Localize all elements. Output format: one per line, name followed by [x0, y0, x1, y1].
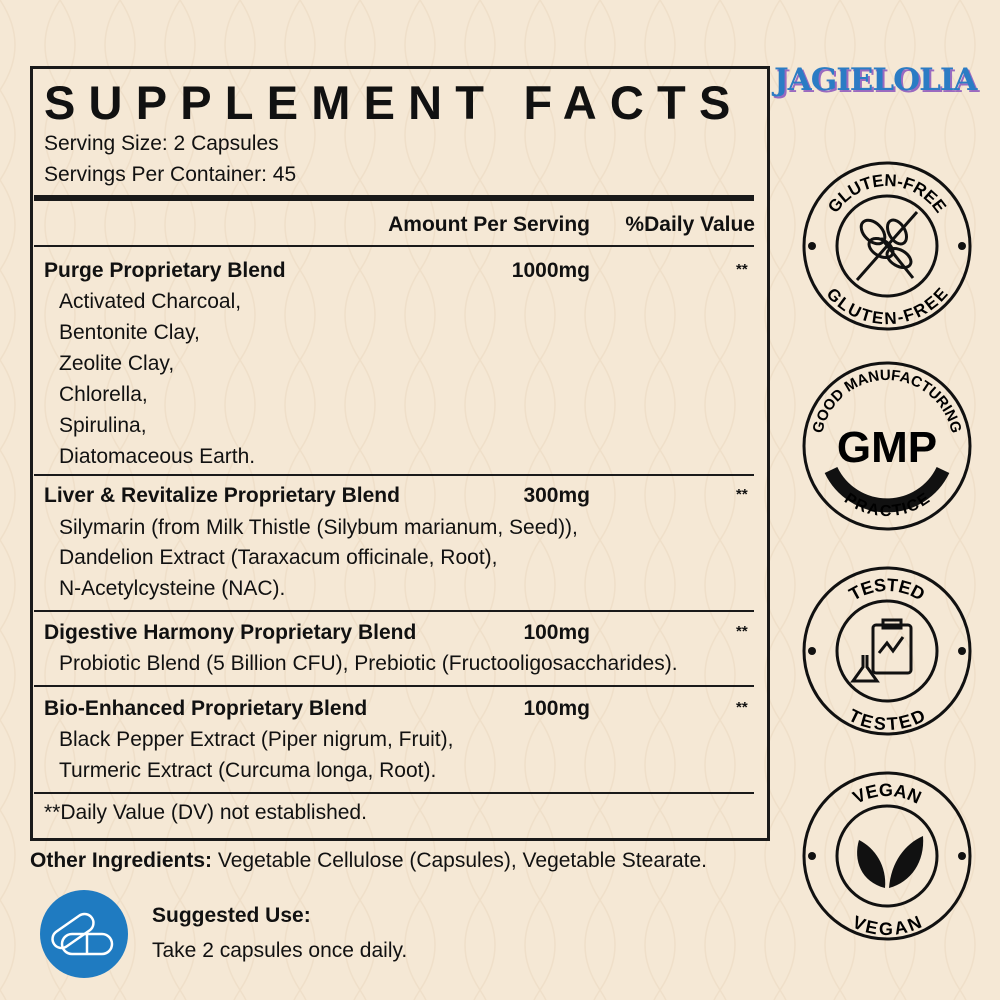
badge-bottom-text: PRACTICE [841, 490, 933, 520]
gmp-badge: GOOD MANUFACTURING PRACTICE GMP [802, 361, 972, 531]
svg-text:GLUTEN-FREE: GLUTEN-FREE [824, 171, 950, 217]
blend-dv: ** [736, 623, 748, 640]
badge-bottom-text: GLUTEN-FREE [823, 284, 952, 328]
other-ingredients-label: Other Ingredients: [30, 849, 213, 872]
divider [34, 245, 754, 247]
blend-name: Bio-Enhanced Proprietary Blend [44, 697, 368, 720]
wheat-crossed-icon [855, 211, 919, 281]
blend-amount: 1000mg [511, 259, 590, 282]
suggested-use-label: Suggested Use: [152, 904, 311, 927]
servings-per-container: Servings Per Container: 45 [44, 163, 297, 186]
other-ingredients: Other Ingredients: Vegetable Cellulose (… [30, 848, 707, 874]
suggested-use-value: Take 2 capsules once daily. [152, 939, 408, 962]
ingredient: Activated Charcoal, [59, 290, 242, 313]
badge-center-text: GMP [837, 423, 937, 472]
svg-text:VEGAN: VEGAN [850, 780, 925, 808]
footnote: **Daily Value (DV) not established. [44, 801, 367, 824]
badge-top-text: GLUTEN-FREE [824, 171, 950, 217]
ingredient: Probiotic Blend (5 Billion CFU), Prebiot… [59, 652, 678, 675]
panel-title: SUPPLEMENT FACTS [44, 76, 744, 129]
divider [34, 685, 754, 687]
header-dv: %Daily Value [625, 213, 755, 236]
blend-dv: ** [736, 699, 748, 716]
badge-top-text: VEGAN [850, 780, 925, 808]
divider [34, 610, 754, 612]
divider [34, 792, 754, 794]
ingredient: Spirulina, [59, 414, 147, 437]
blend-amount: 100mg [523, 697, 590, 720]
blend-name: Purge Proprietary Blend [44, 259, 286, 282]
other-ingredients-value: Vegetable Cellulose (Capsules), Vegetabl… [212, 849, 708, 872]
leaves-icon [857, 836, 924, 888]
brand-logo: JAGIELOLIA [774, 62, 977, 98]
blend-dv: ** [736, 486, 748, 503]
divider-thick [34, 195, 754, 201]
serving-size: Serving Size: 2 Capsules [44, 132, 279, 155]
svg-text:GLUTEN-FREE: GLUTEN-FREE [823, 284, 952, 328]
ingredient: Zeolite Clay, [59, 352, 175, 375]
supplement-facts-panel [30, 66, 770, 841]
ingredient: Black Pepper Extract (Piper nigrum, Frui… [59, 728, 454, 751]
ingredient: Dandelion Extract (Taraxacum officinale,… [59, 546, 498, 569]
blend-dv: ** [736, 261, 748, 278]
svg-text:PRACTICE: PRACTICE [841, 490, 933, 520]
blend-name: Liver & Revitalize Proprietary Blend [44, 484, 400, 507]
blend-amount: 100mg [523, 621, 590, 644]
gluten-free-badge: GLUTEN-FREE GLUTEN-FREE [802, 161, 972, 331]
ingredient: Turmeric Extract (Curcuma longa, Root). [59, 759, 437, 782]
capsules-icon [40, 890, 128, 978]
vegan-badge: VEGAN VEGAN [802, 771, 972, 941]
ingredient: Diatomaceous Earth. [59, 445, 256, 468]
blend-name: Digestive Harmony Proprietary Blend [44, 621, 417, 644]
ingredient: Chlorella, [59, 383, 148, 406]
lab-test-icon [850, 618, 913, 683]
ingredient: N-Acetylcysteine (NAC). [59, 577, 286, 600]
ingredient: Bentonite Clay, [59, 321, 200, 344]
divider [34, 474, 754, 476]
ingredient: Silymarin (from Milk Thistle (Silybum ma… [59, 516, 578, 539]
header-amount: Amount Per Serving [388, 213, 590, 236]
tested-badge: TESTED TESTED [802, 566, 972, 736]
blend-amount: 300mg [523, 484, 590, 507]
